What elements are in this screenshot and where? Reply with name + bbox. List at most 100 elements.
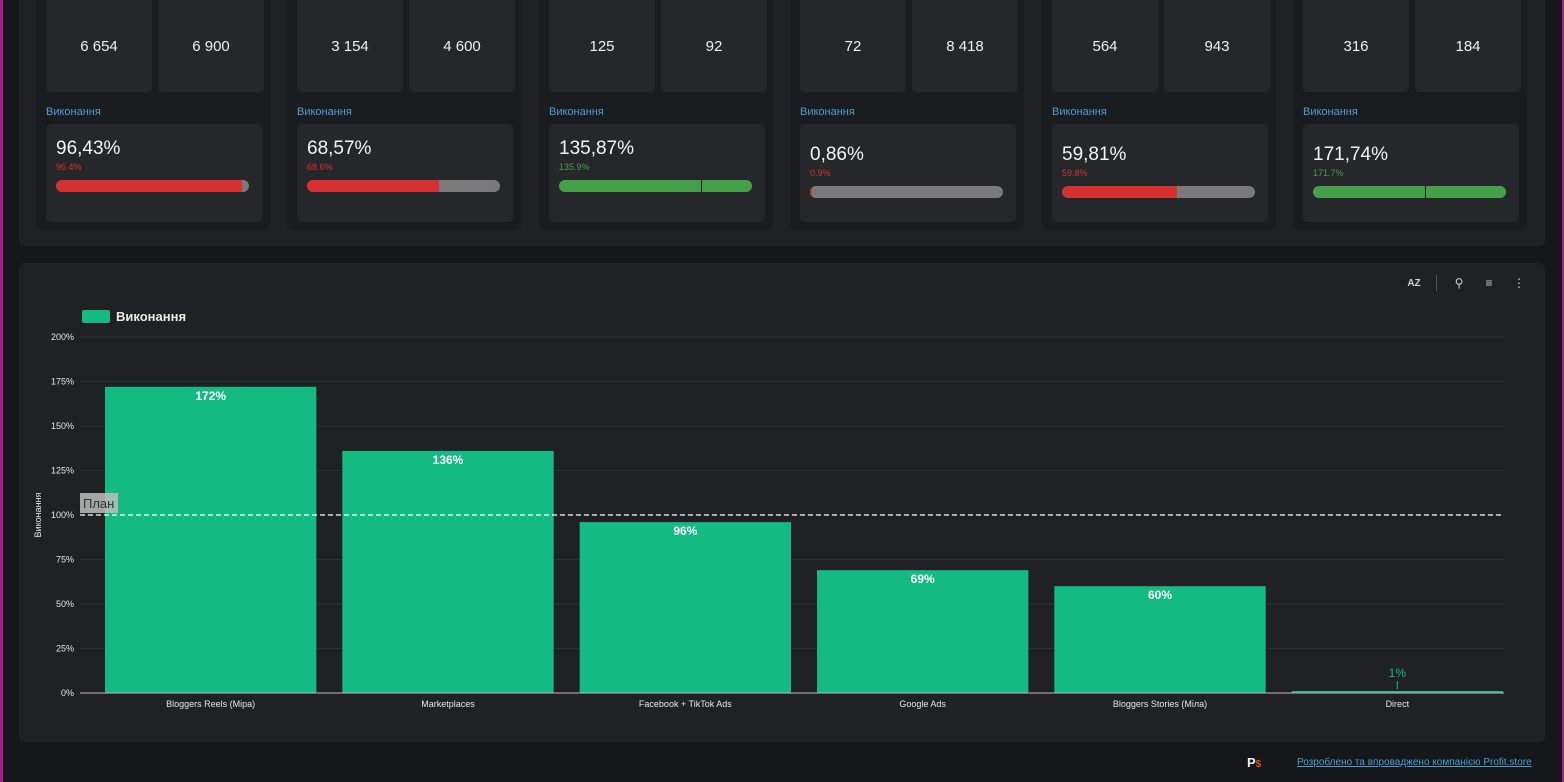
toolbar-divider [1436, 275, 1437, 291]
chart-legend[interactable]: Виконання [82, 309, 186, 324]
bar-value-label: 69% [911, 572, 935, 586]
chart-panel: AZ ⚲ ≡ ⋮ Виконання 0% 25% 50% 75% 100% 125% 15… [19, 263, 1545, 742]
kpi-card: 316 184 Виконання 171,74% 171.7% [1293, 0, 1527, 230]
plan-value: 943 [1164, 0, 1270, 92]
execution-box: 171,74% 171.7% [1303, 124, 1519, 222]
execution-percent-small: 59.8% [1062, 168, 1088, 178]
kpi-card: 72 8 418 Виконання 0,86% 0.9% [790, 0, 1024, 230]
profit-store-logo: P$ [1247, 755, 1262, 770]
bar [1291, 691, 1503, 693]
progress-bar-fill [1062, 186, 1178, 198]
execution-percent: 68,57% [307, 138, 372, 159]
filter-icon[interactable]: ≡ [1485, 276, 1493, 290]
execution-label: Виконання [297, 106, 352, 118]
progress-bar-fill [56, 180, 243, 192]
execution-percent-small: 0.9% [810, 168, 831, 178]
y-tick-label: 150% [51, 421, 74, 431]
y-tick-label: 25% [56, 644, 74, 654]
y-axis-label: Виконання [33, 492, 43, 537]
execution-percent-small: 171.7% [1313, 168, 1344, 178]
more-vert-icon[interactable]: ⋮ [1513, 276, 1525, 290]
plan-value: 4 600 [409, 0, 515, 92]
progress-bar [307, 180, 500, 192]
progress-bar [1313, 186, 1506, 198]
execution-label: Виконання [46, 106, 101, 118]
kpi-card: 3 154 4 600 Виконання 68,57% 68.6% [287, 0, 521, 230]
zoom-icon[interactable]: ⚲ [1454, 276, 1464, 290]
execution-box: 96,43% 96.4% [46, 124, 262, 222]
bar-value-label: 60% [1148, 588, 1172, 602]
execution-label: Виконання [800, 106, 855, 118]
plan-label-background [80, 493, 118, 513]
plan-value: 184 [1415, 0, 1521, 92]
progress-bar-target-tick [1425, 186, 1426, 198]
execution-percent: 135,87% [559, 138, 635, 159]
bar-value-label: 1% [1389, 666, 1407, 680]
plan-label: План [83, 496, 114, 511]
plan-value: 6 900 [158, 0, 264, 92]
window-edge-left [0, 0, 3, 782]
progress-bar [810, 186, 1003, 198]
x-tick-label: Bloggers Reels (Міра) [166, 699, 255, 709]
bar [342, 450, 554, 693]
x-tick-label: Facebook + TikTok Ads [639, 699, 732, 709]
bar-chart: 0% 25% 50% 75% 100% 125% 150% 175% 200% Виконання… [33, 332, 1504, 709]
kpi-panel: 6 654 6 900 Виконання 96,43% 96.4% 3 154… [19, 0, 1545, 246]
execution-box: 68,57% 68.6% [297, 124, 513, 222]
fact-value: 3 154 [297, 0, 403, 92]
bar-value-label: 96% [673, 524, 697, 538]
bar-value-label: 172% [195, 389, 226, 403]
fact-value: 316 [1303, 0, 1409, 92]
window-edge-right [1562, 0, 1564, 782]
execution-box: 0,86% 0.9% [800, 124, 1016, 222]
execution-percent-small: 96.4% [56, 162, 82, 172]
execution-label: Виконання [549, 106, 604, 118]
bar [817, 570, 1029, 693]
footer: P$ Розроблено та впроваджено компанією P… [0, 748, 1564, 778]
fact-value: 125 [549, 0, 655, 92]
y-tick-label: 0% [61, 688, 74, 698]
execution-percent: 59,81% [1062, 144, 1127, 165]
execution-box: 135,87% 135.9% [549, 124, 765, 222]
legend-swatch [82, 310, 110, 323]
y-tick-label: 175% [51, 377, 74, 387]
execution-label: Виконання [1052, 106, 1107, 118]
fact-value: 72 [800, 0, 906, 92]
sort-az-icon[interactable]: AZ [1407, 277, 1421, 289]
bar [1054, 586, 1266, 693]
progress-bar [56, 180, 249, 192]
y-tick-label: 50% [56, 599, 74, 609]
y-tick-label: 200% [51, 332, 74, 342]
x-tick-label: Bloggers Stories (Міла) [1113, 699, 1207, 709]
y-tick-label: 75% [56, 555, 74, 565]
execution-percent-small: 68.6% [307, 162, 333, 172]
kpi-card: 564 943 Виконання 59,81% 59.8% [1042, 0, 1276, 230]
fact-value: 564 [1052, 0, 1158, 92]
x-tick-label: Marketplaces [421, 699, 475, 709]
plan-value: 8 418 [912, 0, 1018, 92]
x-tick-label: Direct [1386, 699, 1410, 709]
legend-label: Виконання [116, 309, 187, 324]
fact-value: 6 654 [46, 0, 152, 92]
execution-box: 59,81% 59.8% [1052, 124, 1268, 222]
progress-bar [1062, 186, 1255, 198]
bar [579, 522, 791, 693]
progress-bar-fill [810, 186, 812, 198]
kpi-card: 6 654 6 900 Виконання 96,43% 96.4% [36, 0, 270, 230]
progress-bar-fill [559, 180, 752, 192]
progress-bar-fill [307, 180, 440, 192]
kpi-card: 125 92 Виконання 135,87% 135.9% [539, 0, 773, 230]
y-tick-label: 125% [51, 466, 74, 476]
bar [105, 386, 317, 693]
progress-bar-fill [1313, 186, 1506, 198]
execution-percent: 0,86% [810, 144, 864, 165]
developer-link[interactable]: Розроблено та впроваджено компанією Prof… [1297, 757, 1532, 768]
plan-value: 92 [661, 0, 767, 92]
chart-toolbar: AZ ⚲ ≡ ⋮ [1406, 275, 1527, 291]
execution-label: Виконання [1303, 106, 1358, 118]
progress-bar [559, 180, 752, 192]
y-tick-label: 100% [51, 510, 74, 520]
execution-percent-small: 135.9% [559, 162, 590, 172]
progress-bar-target-tick [701, 180, 702, 192]
bar-value-label: 136% [433, 453, 464, 467]
